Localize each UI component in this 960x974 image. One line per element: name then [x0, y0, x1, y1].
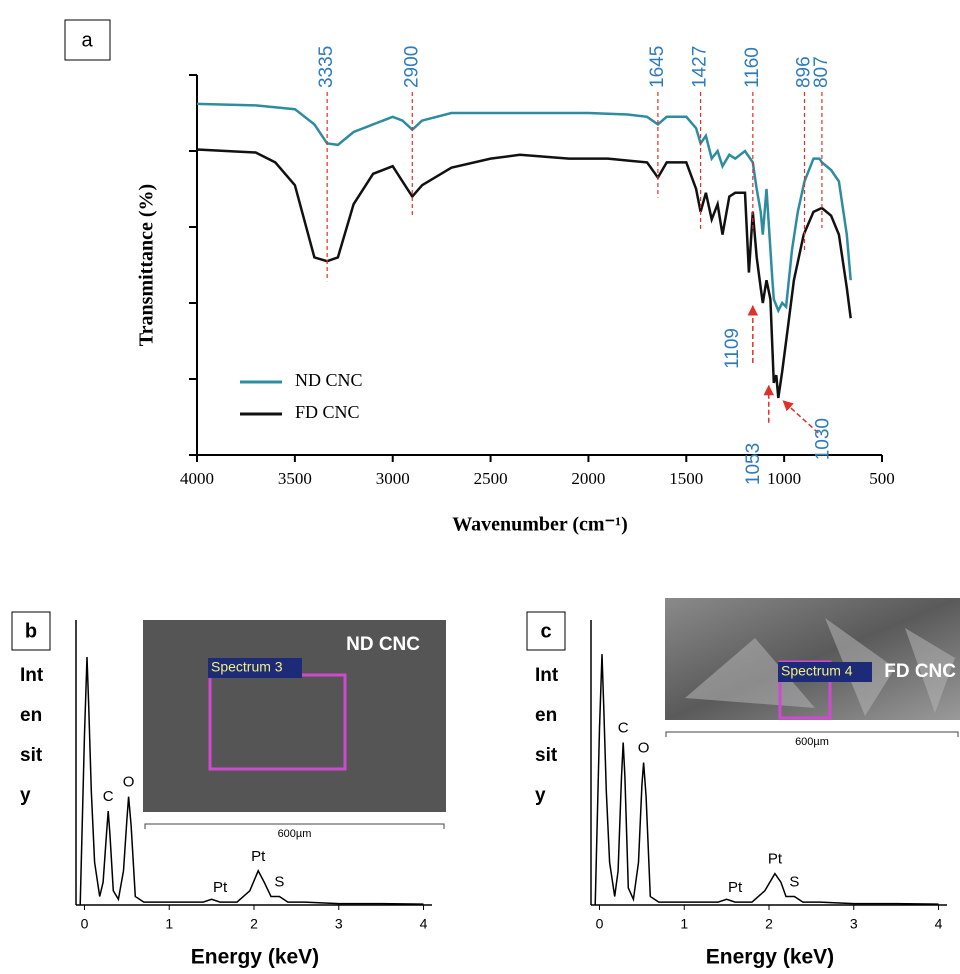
scale-bar — [665, 731, 959, 737]
sem-flake — [905, 628, 955, 713]
x-axis-label: Energy (keV) — [706, 946, 834, 969]
x-tick-label: 500 — [869, 469, 895, 488]
peak-label: C — [618, 720, 629, 737]
y-axis-label: en — [535, 705, 557, 726]
y-axis-label: en — [20, 705, 42, 726]
y-axis-label: sit — [535, 745, 558, 766]
x-tick-label: 1000 — [767, 469, 801, 488]
peak-label: S — [789, 873, 799, 890]
sem-flake — [685, 638, 815, 708]
peak-label: 3335 — [316, 46, 337, 88]
peak-label: 1645 — [647, 46, 668, 88]
x-tick-label: 1500 — [669, 469, 703, 488]
peak-label: 2900 — [401, 46, 422, 88]
x-tick-label: 3 — [850, 916, 858, 932]
spectrum-line — [79, 656, 424, 906]
spectrum-line — [196, 102, 852, 314]
x-tick-label: 2000 — [571, 469, 605, 488]
x-tick-label: 3000 — [376, 469, 410, 488]
peak-label: 1427 — [690, 46, 711, 88]
panel-label: b — [25, 620, 37, 642]
region-tag-bg — [778, 662, 872, 682]
y-axis-label: Int — [20, 665, 44, 686]
peak-label: Pt — [768, 851, 783, 868]
y-axis-label: Transmittance (%) — [136, 184, 158, 346]
x-tick-label: 2500 — [474, 469, 508, 488]
sem-image — [143, 620, 446, 812]
peak-label: 1053 — [743, 443, 764, 485]
peak-label: 1109 — [722, 328, 743, 369]
panel-label: c — [540, 620, 551, 642]
peak-label: C — [103, 788, 114, 805]
region-tag: Spectrum 3 — [211, 659, 283, 675]
y-axis-label: y — [20, 785, 31, 806]
y-axis-label: Int — [535, 665, 559, 686]
inset-title: ND CNC — [346, 634, 420, 655]
peak-label: 896 — [794, 56, 815, 88]
peak-label: Pt — [251, 848, 266, 865]
x-tick-label: 3500 — [278, 469, 312, 488]
peak-label: O — [638, 739, 650, 756]
peak-label: Pt — [728, 879, 743, 896]
x-tick-label: 1 — [680, 916, 688, 932]
spectrum-line — [594, 654, 939, 906]
x-tick-label: 4 — [935, 916, 943, 932]
peak-label: 1030 — [812, 418, 833, 460]
peak-label: 1160 — [742, 47, 763, 88]
peak-label: S — [274, 873, 284, 890]
panel-box — [11, 611, 51, 651]
peak-label: O — [123, 774, 135, 791]
x-axis-label: Energy (keV) — [191, 946, 319, 969]
peak-label: Pt — [213, 879, 228, 896]
x-tick-label: 0 — [596, 916, 604, 932]
x-tick-label: 3 — [335, 916, 343, 932]
x-tick-label: 2 — [250, 916, 258, 932]
x-tick-label: 2 — [765, 916, 773, 932]
scale-bar-label: 600µm — [795, 736, 829, 748]
legend-label: FD CNC — [295, 402, 360, 422]
scale-bar — [144, 823, 445, 829]
region-tag-bg — [208, 658, 302, 678]
inset-title: FD CNC — [884, 661, 956, 682]
x-tick-label: 4 — [420, 916, 428, 932]
x-tick-label: 4000 — [180, 469, 214, 488]
x-tick-label: 1 — [165, 916, 173, 932]
peak-label: 807 — [811, 56, 832, 88]
panel-box — [64, 19, 111, 61]
x-tick-label: 0 — [81, 916, 89, 932]
region-tag: Spectrum 4 — [781, 663, 853, 679]
legend-label: ND CNC — [295, 370, 363, 390]
y-axis-label: y — [535, 785, 546, 806]
spectrum-line — [196, 148, 852, 399]
scale-bar-label: 600µm — [278, 828, 312, 840]
y-axis-label: sit — [20, 745, 43, 766]
sem-image — [665, 598, 960, 720]
x-axis-label: Wavenumber (cm⁻¹) — [452, 514, 628, 536]
panel-box — [526, 611, 566, 651]
panel-label: a — [81, 29, 93, 51]
